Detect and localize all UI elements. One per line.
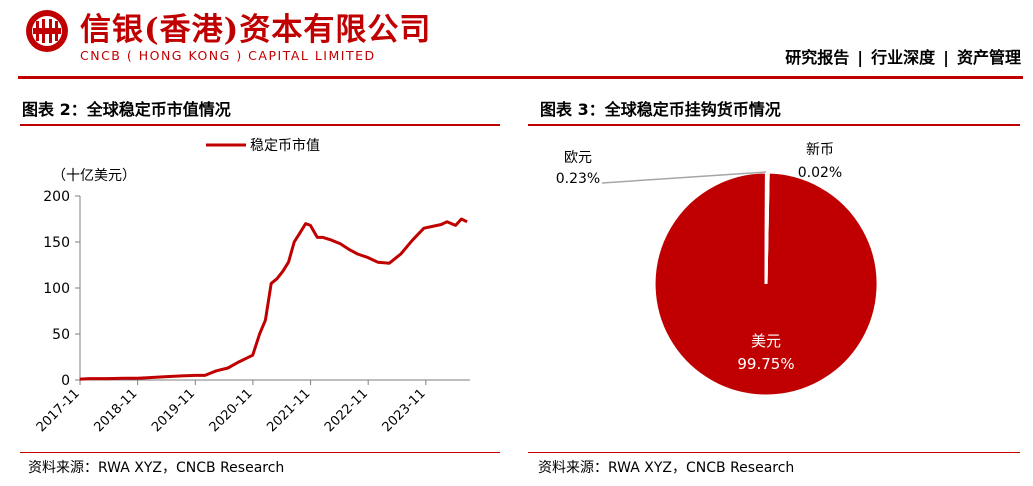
meta-report-category: 行业深度 xyxy=(871,48,936,67)
meta-report-sector: 资产管理 xyxy=(956,48,1021,67)
y-axis-unit-label: （十亿美元） xyxy=(52,168,136,184)
y-tick-label: 150 xyxy=(43,235,70,251)
pie-slices xyxy=(652,170,880,398)
x-tick-label: 2018-11 xyxy=(91,386,140,435)
header-rule xyxy=(18,76,1023,79)
right-panel-bottom-rule xyxy=(528,452,1020,453)
right-panel-rule xyxy=(528,124,1020,126)
x-tick-label: 2017-11 xyxy=(34,386,83,435)
y-tick-label: 0 xyxy=(61,373,70,389)
brand-name-cn: 信银(香港)资本有限公司 xyxy=(80,12,432,48)
market-cap-line xyxy=(79,217,468,381)
x-tick-label: 2022-11 xyxy=(322,386,371,435)
left-source: 资料来源：RWA XYZ，CNCB Research xyxy=(28,460,285,476)
right-source: 资料来源：RWA XYZ，CNCB Research xyxy=(538,460,795,476)
right-panel-title: 图表 3：全球稳定币挂钩货币情况 xyxy=(540,100,781,119)
x-tick-labels: 2017-11 2018-11 2019-11 2020-11 2021-11 2022-… xyxy=(34,386,429,435)
left-panel-title: 图表 2：全球稳定币市值情况 xyxy=(22,100,231,119)
y-tick-labels: 0 50 100 150 200 xyxy=(43,189,70,389)
brand-name-en: CNCB ( HONG KONG ) CAPITAL LIMITED xyxy=(80,48,376,63)
meta-report-type: 研究报告 xyxy=(785,48,850,67)
slice-label-sgd: 新币 xyxy=(806,142,834,158)
pie-labels: 美元 99.75% 欧元 0.23% 新币 0.02% xyxy=(556,142,842,373)
x-tick-label: 2019-11 xyxy=(149,386,198,435)
slice-value-eur: 0.23% xyxy=(556,171,600,187)
pegged-currency-pie-chart: 美元 99.75% 欧元 0.23% 新币 0.02% xyxy=(556,142,880,398)
cncb-logo xyxy=(26,10,68,52)
y-tick-label: 50 xyxy=(52,327,70,343)
slice-label-usd: 美元 xyxy=(751,332,781,350)
slice-value-usd: 99.75% xyxy=(737,355,794,373)
slice-value-sgd: 0.02% xyxy=(798,165,842,181)
stablecoin-market-cap-chart: 稳定币市值 （十亿美元） 0 50 100 150 200 2017-11 2018-11… xyxy=(34,137,470,435)
x-tick-label: 2020-11 xyxy=(207,386,256,435)
left-panel-bottom-rule xyxy=(20,452,500,453)
axes xyxy=(75,195,470,385)
pie-slice-2 xyxy=(764,170,770,285)
x-tick-label: 2021-11 xyxy=(264,386,313,435)
report-meta: 研究报告 | 行业深度 | 资产管理 xyxy=(785,44,1021,68)
y-tick-label: 200 xyxy=(43,189,70,205)
legend: 稳定币市值 xyxy=(206,137,320,154)
x-tick-label: 2023-11 xyxy=(380,386,429,435)
meta-separator: | xyxy=(857,48,864,67)
left-panel-rule xyxy=(20,124,500,126)
y-tick-label: 100 xyxy=(43,281,70,297)
slice-label-eur: 欧元 xyxy=(564,150,592,166)
meta-separator: | xyxy=(943,48,949,67)
legend-label: 稳定币市值 xyxy=(250,137,320,154)
leader-line-eur xyxy=(601,171,767,184)
